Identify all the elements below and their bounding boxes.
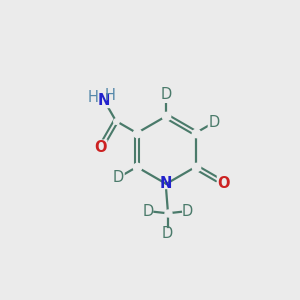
- Text: H: H: [105, 88, 116, 103]
- Text: D: D: [182, 204, 193, 219]
- Text: O: O: [94, 140, 107, 155]
- Text: D: D: [142, 204, 154, 219]
- Text: D: D: [162, 226, 173, 241]
- Text: N: N: [160, 176, 172, 191]
- Text: N: N: [98, 93, 110, 108]
- Text: O: O: [217, 176, 230, 190]
- Text: D: D: [113, 170, 124, 185]
- Text: H: H: [88, 90, 99, 105]
- Text: D: D: [208, 115, 220, 130]
- Text: D: D: [160, 87, 172, 102]
